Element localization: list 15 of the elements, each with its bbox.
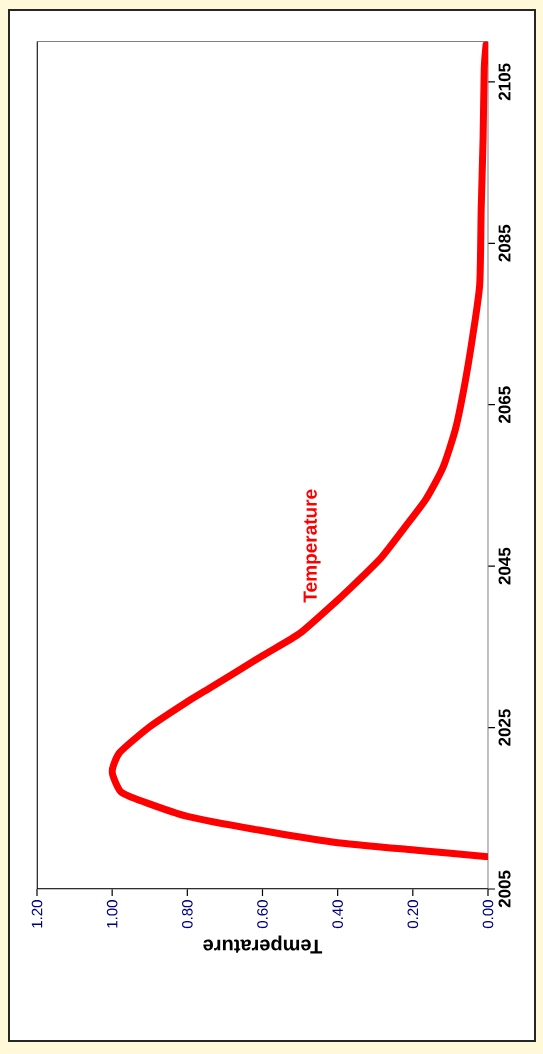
x-tick-label: 1.00 bbox=[106, 900, 118, 928]
text: Temperature bbox=[303, 489, 321, 603]
x-tick-label: 0.60 bbox=[257, 900, 268, 929]
y-tick-label: 2085 bbox=[498, 224, 511, 262]
x-tick-label: 0.80 bbox=[182, 900, 193, 929]
x-tick-label: 1.20 bbox=[31, 900, 43, 928]
y-tick-label: 2045 bbox=[498, 547, 511, 585]
y-tick-label: 2065 bbox=[498, 386, 511, 424]
x-tick-label: 0.20 bbox=[407, 900, 419, 929]
x-axis-title: Temperature bbox=[203, 935, 323, 954]
y-tick-label: 2025 bbox=[498, 709, 511, 746]
x-tick-label: 0.00 bbox=[482, 900, 494, 929]
y-tick-label: 2005 bbox=[498, 870, 511, 908]
x-tick-label: 0.40 bbox=[332, 900, 343, 929]
y-tick-label: 2105 bbox=[498, 63, 511, 101]
